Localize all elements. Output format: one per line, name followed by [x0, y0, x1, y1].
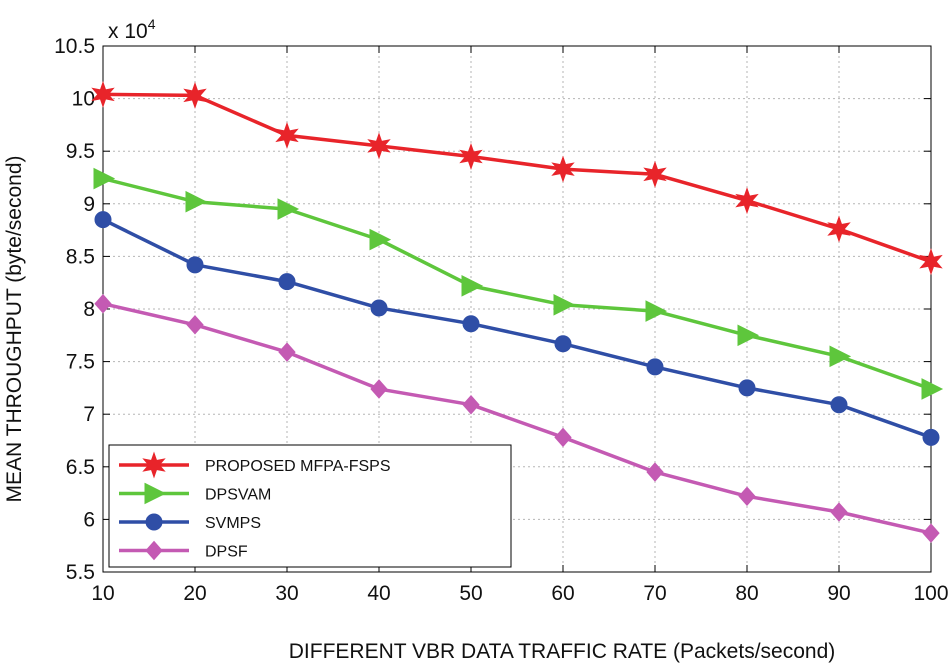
data-point-circle: [738, 379, 756, 397]
legend-marker-diamond: [145, 540, 163, 561]
legend-item: SVMPS: [119, 513, 261, 532]
series-dpsf: [94, 293, 940, 543]
data-point-star: [275, 121, 299, 149]
y-tick-label: 7: [83, 403, 95, 426]
series-svmps: [94, 211, 940, 446]
data-point-circle: [646, 358, 664, 376]
legend-item: DPSF: [119, 540, 248, 561]
x-tick-label: 10: [91, 582, 114, 605]
data-point-circle: [830, 396, 848, 414]
x-tick-label: 20: [183, 582, 206, 605]
data-point-triangle-right: [369, 228, 392, 251]
data-point-triangle-right: [277, 198, 300, 220]
data-point-triangle-right: [461, 275, 484, 297]
data-point-triangle-right: [737, 324, 760, 347]
legend-item: DPSVAM: [119, 482, 271, 505]
legend-label: DPSVAM: [205, 487, 271, 504]
legend-label: SVMPS: [205, 515, 261, 532]
x-tick-label: 70: [643, 582, 666, 605]
y-tick-label: 9: [83, 193, 95, 216]
y-tick-label: 5.5: [66, 561, 95, 584]
data-point-triangle-right: [553, 293, 576, 316]
data-point-circle: [554, 335, 572, 353]
grid: [103, 46, 931, 572]
series-line: [102, 176, 932, 391]
data-point-diamond: [186, 315, 204, 335]
series-line: [102, 218, 932, 439]
x-tick-label: 30: [275, 582, 298, 605]
data-point-circle: [94, 211, 112, 229]
data-point-star: [919, 248, 943, 276]
y-tick-label: 8.5: [66, 245, 95, 268]
legend-item: PROPOSED MFPA-FSPS: [119, 451, 391, 479]
data-point-diamond: [94, 293, 112, 314]
x-tick-label: 80: [735, 582, 758, 605]
data-point-triangle-right: [921, 378, 944, 400]
y-tick-label: 6: [83, 508, 95, 531]
legend-marker-circle: [145, 513, 163, 531]
data-point-star: [183, 81, 207, 109]
x-tick-label: 60: [551, 582, 574, 605]
y-tick-label: 7.5: [66, 351, 95, 374]
x-tick-label: 50: [459, 582, 482, 605]
y-tick-label: 10.5: [54, 35, 95, 58]
x-tick-label: 100: [913, 582, 948, 605]
y-axis-multiplier-exponent: 4: [148, 16, 156, 32]
data-point-star: [643, 160, 667, 188]
data-point-star: [459, 142, 483, 171]
y-tick-label: 6.5: [66, 456, 95, 479]
data-point-circle: [186, 256, 204, 274]
data-point-star: [735, 187, 759, 215]
data-point-triangle-right: [645, 300, 668, 322]
data-point-diamond: [922, 523, 940, 543]
data-point-circle: [922, 428, 940, 446]
y-tick-label: 8: [83, 298, 95, 321]
y-tick-label: 9.5: [66, 140, 95, 163]
series-line: [102, 301, 932, 535]
axis-ticks: 10 20 30 40 50 60 70 80 90 100 5.5 6 6.5 7 7.5 8 8.5 9 9.5…: [54, 35, 948, 605]
legend-marker-star: [142, 451, 166, 479]
data-point-triangle-right: [185, 190, 208, 213]
data-point-diamond: [830, 502, 848, 522]
y-axis-label: MEAN THROUGHPUT (byte/second): [3, 156, 26, 503]
data-point-star: [827, 215, 851, 243]
y-tick-label: 10: [72, 88, 95, 111]
data-point-diamond: [370, 379, 388, 399]
data-point-star: [91, 80, 115, 108]
legend: PROPOSED MFPA-FSPS DPSVAM SVMPS DPSF: [108, 444, 512, 568]
data-point-star: [367, 132, 391, 160]
data-point-diamond: [738, 486, 756, 507]
data-point-diamond: [462, 394, 480, 415]
series-line: [102, 92, 932, 264]
data-point-star: [551, 155, 575, 183]
x-tick-label: 40: [367, 582, 390, 605]
data-point-diamond: [554, 427, 572, 448]
legend-label: PROPOSED MFPA-FSPS: [205, 458, 391, 475]
series-group: [91, 80, 944, 543]
y-axis-multiplier-base: x 10: [108, 20, 148, 43]
legend-marker-triangle-right: [144, 482, 167, 505]
series-proposed-mfpa-fsps: [91, 80, 943, 276]
data-point-triangle-right: [93, 167, 116, 190]
data-point-circle: [278, 273, 296, 291]
data-point-diamond: [278, 342, 296, 362]
data-point-circle: [462, 315, 480, 333]
y-axis-multiplier: x 104: [108, 16, 156, 43]
data-point-triangle-right: [829, 345, 852, 368]
x-axis-label: DIFFERENT VBR DATA TRAFFIC RATE (Packets…: [289, 640, 836, 663]
x-tick-label: 90: [827, 582, 850, 605]
data-point-diamond: [646, 462, 664, 482]
legend-label: DPSF: [205, 544, 248, 561]
data-point-circle: [370, 299, 388, 317]
series-dpsvam: [93, 167, 944, 400]
